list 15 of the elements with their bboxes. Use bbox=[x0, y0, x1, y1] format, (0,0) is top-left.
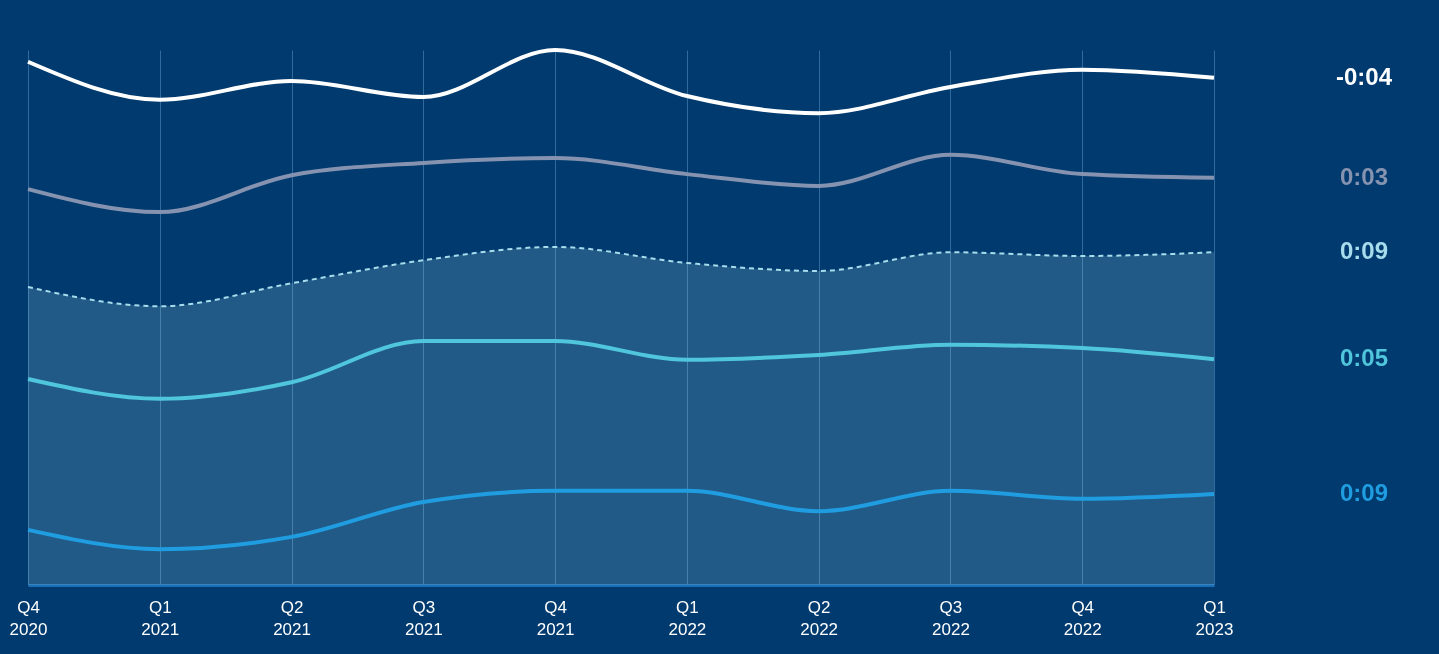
x-tick-label: Q1 2023 bbox=[1195, 597, 1234, 639]
x-tick-label: Q1 2022 bbox=[668, 597, 707, 639]
x-tick-label: Q4 2020 bbox=[9, 597, 48, 639]
text: -0:04 bbox=[1335, 62, 1393, 90]
x-tick-label: Q4 2021 bbox=[536, 597, 575, 639]
x-tick-label: Q2 2021 bbox=[273, 597, 311, 639]
text: 0:09 bbox=[1339, 479, 1389, 507]
text: 0:05 bbox=[1339, 344, 1389, 372]
text: 0:03 bbox=[1339, 162, 1389, 190]
x-tick-label: Q1 2021 bbox=[141, 597, 180, 639]
text: 0:09 bbox=[1339, 237, 1389, 265]
x-tick-label: Q4 2022 bbox=[1063, 597, 1102, 639]
x-tick-label: Q3 2021 bbox=[404, 597, 443, 639]
x-tick-label: Q3 2022 bbox=[932, 597, 970, 639]
x-tick-label: Q2 2022 bbox=[800, 597, 839, 639]
